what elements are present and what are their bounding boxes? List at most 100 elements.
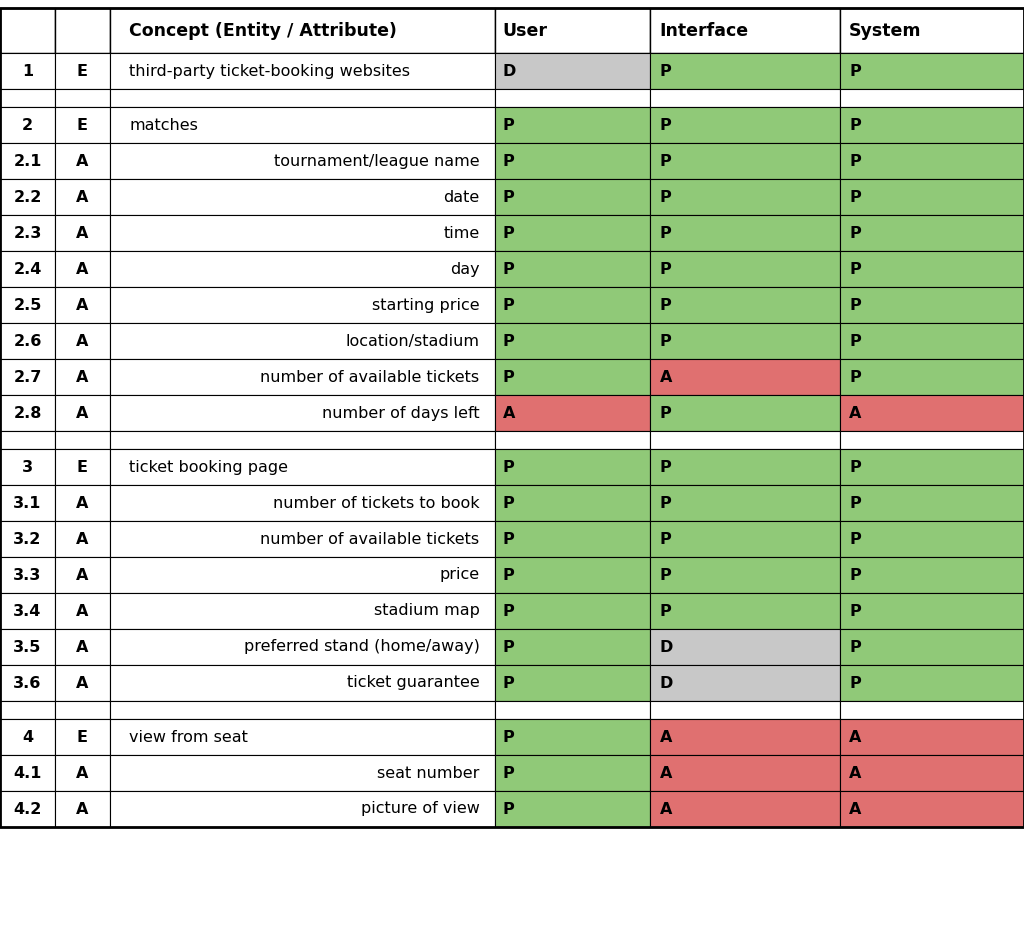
Text: A: A <box>77 640 89 655</box>
Bar <box>840 755 1024 791</box>
Text: P: P <box>659 297 672 312</box>
Bar <box>55 719 110 755</box>
Bar <box>840 719 1024 755</box>
Text: E: E <box>77 730 88 745</box>
Bar <box>650 629 840 665</box>
Text: Interface: Interface <box>659 22 749 39</box>
Bar <box>840 485 1024 521</box>
Text: A: A <box>849 765 861 780</box>
Text: A: A <box>77 801 89 816</box>
Bar <box>110 8 495 53</box>
Bar <box>495 143 650 179</box>
Text: P: P <box>503 495 514 510</box>
Text: P: P <box>503 567 514 582</box>
Bar <box>650 449 840 485</box>
Text: view from seat: view from seat <box>129 730 248 745</box>
Text: stadium map: stadium map <box>374 603 479 618</box>
Bar <box>650 251 840 287</box>
Text: P: P <box>503 532 514 547</box>
Bar <box>55 521 110 557</box>
Text: seat number: seat number <box>377 765 479 780</box>
Bar <box>110 755 495 791</box>
Bar <box>840 665 1024 701</box>
Bar <box>110 593 495 629</box>
Bar <box>55 665 110 701</box>
Text: A: A <box>77 675 89 690</box>
Bar <box>495 665 650 701</box>
Bar <box>840 395 1024 431</box>
Bar <box>0 395 55 431</box>
Bar <box>55 557 110 593</box>
Text: 2.8: 2.8 <box>13 405 42 420</box>
Text: number of tickets to book: number of tickets to book <box>273 495 479 510</box>
Bar <box>110 485 495 521</box>
Bar <box>650 53 840 89</box>
Text: A: A <box>77 297 89 312</box>
Bar <box>110 521 495 557</box>
Text: D: D <box>659 675 673 690</box>
Bar <box>0 629 55 665</box>
Text: P: P <box>503 154 514 169</box>
Bar <box>55 287 110 323</box>
Bar <box>650 287 840 323</box>
Text: D: D <box>659 640 673 655</box>
Bar <box>840 53 1024 89</box>
Bar <box>55 701 110 719</box>
Bar <box>495 593 650 629</box>
Text: 3.2: 3.2 <box>13 532 42 547</box>
Bar <box>110 449 495 485</box>
Text: P: P <box>849 640 861 655</box>
Bar <box>55 251 110 287</box>
Bar <box>0 791 55 827</box>
Text: D: D <box>503 64 516 79</box>
Bar <box>840 791 1024 827</box>
Text: System: System <box>849 22 922 39</box>
Text: P: P <box>659 495 672 510</box>
Bar <box>55 485 110 521</box>
Text: 2.2: 2.2 <box>13 189 42 204</box>
Bar <box>0 8 55 53</box>
Text: P: P <box>659 603 672 618</box>
Bar <box>0 107 55 143</box>
Bar <box>840 287 1024 323</box>
Bar <box>840 629 1024 665</box>
Bar <box>55 359 110 395</box>
Text: A: A <box>77 225 89 240</box>
Text: P: P <box>659 460 672 475</box>
Bar <box>840 449 1024 485</box>
Text: price: price <box>439 567 479 582</box>
Bar <box>495 557 650 593</box>
Text: P: P <box>659 334 672 349</box>
Bar <box>840 701 1024 719</box>
Text: A: A <box>77 262 89 277</box>
Bar <box>110 143 495 179</box>
Text: A: A <box>849 730 861 745</box>
Text: P: P <box>503 370 514 385</box>
Bar <box>0 8 1024 827</box>
Text: P: P <box>849 567 861 582</box>
Text: P: P <box>503 225 514 240</box>
Text: A: A <box>659 370 672 385</box>
Bar <box>0 557 55 593</box>
Text: picture of view: picture of view <box>360 801 479 816</box>
Bar <box>840 521 1024 557</box>
Bar <box>110 251 495 287</box>
Text: P: P <box>849 225 861 240</box>
Text: P: P <box>659 154 672 169</box>
Bar <box>55 107 110 143</box>
Bar <box>110 359 495 395</box>
Bar <box>650 791 840 827</box>
Bar <box>495 791 650 827</box>
Text: ticket guarantee: ticket guarantee <box>347 675 479 690</box>
Bar <box>495 395 650 431</box>
Bar <box>650 431 840 449</box>
Text: P: P <box>659 64 672 79</box>
Bar <box>110 107 495 143</box>
Bar <box>840 107 1024 143</box>
Text: 1: 1 <box>22 64 33 79</box>
Text: P: P <box>503 765 514 780</box>
Bar <box>0 215 55 251</box>
Bar <box>55 143 110 179</box>
Bar <box>840 251 1024 287</box>
Bar <box>110 215 495 251</box>
